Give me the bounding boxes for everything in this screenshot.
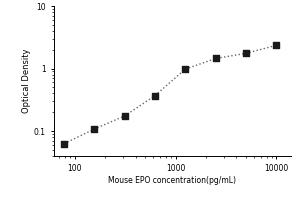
Y-axis label: Optical Density: Optical Density bbox=[22, 49, 31, 113]
Point bbox=[92, 127, 97, 131]
Point bbox=[62, 142, 67, 145]
Point bbox=[274, 44, 279, 47]
Point bbox=[153, 94, 158, 97]
Point bbox=[213, 57, 218, 60]
Point bbox=[183, 68, 188, 71]
X-axis label: Mouse EPO concentration(pg/mL): Mouse EPO concentration(pg/mL) bbox=[109, 176, 236, 185]
Point bbox=[244, 52, 248, 55]
Point bbox=[122, 114, 127, 118]
